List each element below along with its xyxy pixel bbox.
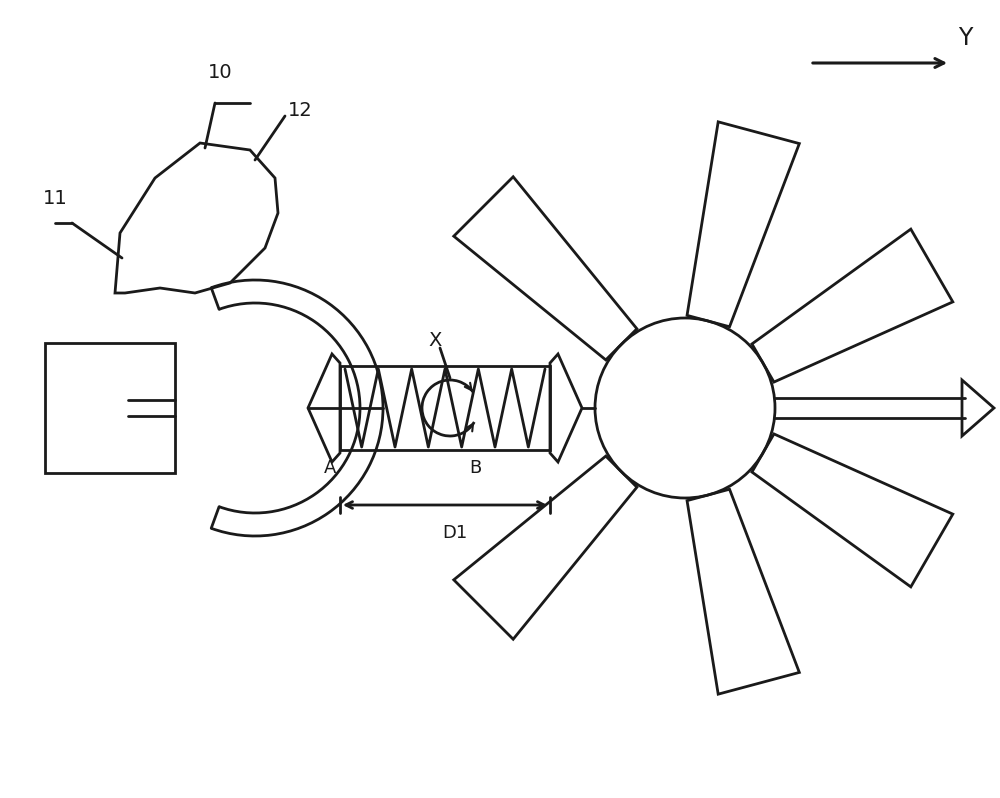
Text: A: A bbox=[324, 459, 336, 477]
Text: 10: 10 bbox=[208, 64, 232, 82]
Text: D1: D1 bbox=[442, 524, 468, 542]
Text: 12: 12 bbox=[288, 101, 312, 120]
Bar bbox=[45, 343, 175, 473]
Text: 11: 11 bbox=[43, 188, 67, 207]
Bar bbox=[340, 366, 550, 450]
Text: B: B bbox=[469, 459, 481, 477]
Text: Y: Y bbox=[958, 26, 972, 50]
Text: X: X bbox=[428, 331, 442, 350]
